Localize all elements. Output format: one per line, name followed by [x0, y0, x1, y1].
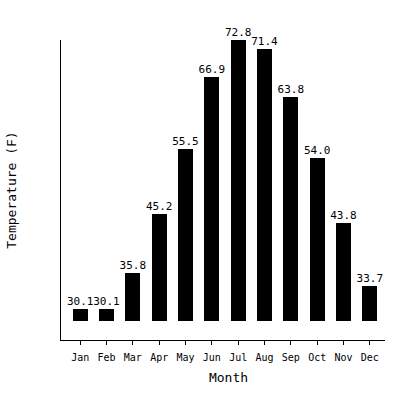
- x-tick-label: Jan: [71, 352, 89, 363]
- x-tick: [264, 340, 265, 345]
- chart: 30.1 Jan 30.1 Feb 35.8 Mar 45.2 Apr 55.5 May 66.9 J…: [0, 0, 400, 400]
- x-axis: [60, 340, 385, 341]
- data-label: 33.7: [357, 272, 384, 285]
- bar: [257, 49, 272, 321]
- data-label: 43.8: [330, 209, 357, 222]
- bar: [178, 149, 193, 321]
- bar: [310, 158, 325, 321]
- data-label: 63.8: [278, 83, 305, 96]
- x-tick-label: Mar: [124, 352, 142, 363]
- data-label: 30.1: [93, 295, 120, 308]
- data-label: 55.5: [172, 135, 199, 148]
- x-tick-label: Oct: [308, 352, 326, 363]
- data-label: 66.9: [199, 63, 226, 76]
- x-tick: [185, 340, 186, 345]
- x-tick-label: Apr: [150, 352, 168, 363]
- x-tick-label: Nov: [334, 352, 352, 363]
- data-label: 35.8: [120, 259, 147, 272]
- data-label: 71.4: [251, 35, 278, 48]
- y-axis: [60, 40, 61, 340]
- x-tick: [80, 340, 81, 345]
- x-axis-label: Month: [209, 370, 248, 385]
- bars: [73, 40, 378, 321]
- x-tick: [369, 340, 370, 345]
- bar: [152, 214, 167, 321]
- x-tick: [132, 340, 133, 345]
- bar: [73, 309, 88, 321]
- x-tick: [317, 340, 318, 345]
- x-tick: [343, 340, 344, 345]
- x-tick: [211, 340, 212, 345]
- bar: [125, 273, 140, 321]
- bar: [336, 223, 351, 321]
- bar: [362, 286, 377, 321]
- bar: [99, 309, 114, 321]
- x-tick: [159, 340, 160, 345]
- x-tick-label: Sep: [282, 352, 300, 363]
- x-tick: [290, 340, 291, 345]
- x-tick-label: Dec: [361, 352, 379, 363]
- x-tick-label: Aug: [255, 352, 273, 363]
- bar: [204, 77, 219, 321]
- bar: [283, 97, 298, 321]
- data-label: 54.0: [304, 144, 331, 157]
- background: [0, 0, 400, 400]
- data-label: 30.1: [67, 295, 94, 308]
- data-label: 72.8: [225, 26, 252, 39]
- y-axis-label: Temperature (F): [4, 131, 19, 248]
- bar: [231, 40, 246, 321]
- x-tick-label: Feb: [97, 352, 115, 363]
- x-tick-label: Jun: [203, 352, 221, 363]
- x-tick: [106, 340, 107, 345]
- x-tick-label: Jul: [229, 352, 247, 363]
- x-tick-label: May: [176, 352, 194, 363]
- x-tick: [238, 340, 239, 345]
- data-label: 45.2: [146, 200, 173, 213]
